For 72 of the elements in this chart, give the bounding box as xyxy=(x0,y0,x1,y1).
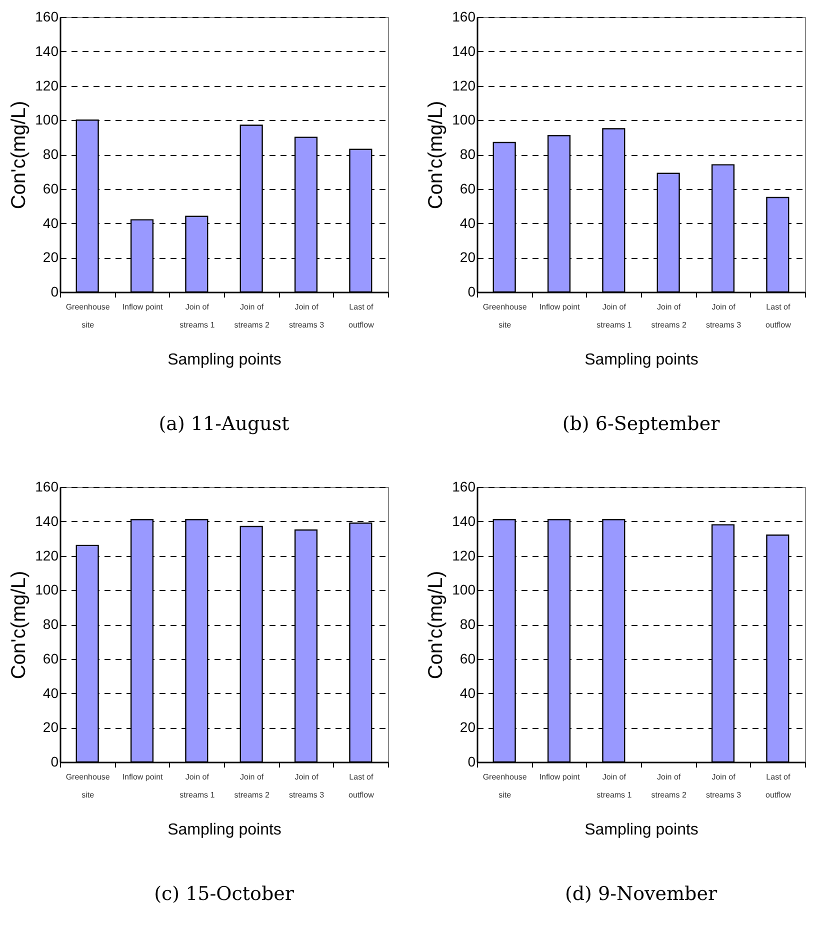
text: (a) 11-August xyxy=(158,413,290,435)
x-axis-title: Sampling points xyxy=(168,822,282,838)
x-tick-label: Join of streams 1 xyxy=(180,302,216,330)
x-tick-label: Join of streams 2 xyxy=(234,302,270,330)
x-tick-label: Last of outflow xyxy=(765,302,792,330)
x-tick-label: Join of streams 2 xyxy=(651,772,687,800)
x-tick-label: Greenhouse site xyxy=(66,302,110,330)
y-tick-label: 160 xyxy=(452,8,476,24)
y-tick-label: 0 xyxy=(468,284,476,300)
y-tick-label: 40 xyxy=(42,214,59,231)
x-tick-label: Last of outflow xyxy=(348,302,374,330)
x-tick-label: Join of streams 1 xyxy=(596,302,632,330)
y-tick-label: 100 xyxy=(452,112,476,128)
y-tick-label: 0 xyxy=(50,284,59,300)
y-tick-label: 140 xyxy=(35,42,59,59)
x-tick-label: Inflow point xyxy=(122,302,164,312)
x-tick-label: Last of outflow xyxy=(765,772,792,800)
y-tick-label: 0 xyxy=(50,754,59,770)
y-tick-label: 40 xyxy=(460,214,476,231)
y-tick-label: 160 xyxy=(452,478,476,494)
x-tick-label: Join of streams 3 xyxy=(706,772,742,800)
y-axis-title: Con'c(mg/L) xyxy=(425,570,448,680)
x-tick-label: Join of streams 2 xyxy=(651,302,687,330)
y-tick-label: 120 xyxy=(452,77,476,94)
y-tick-label: 60 xyxy=(42,180,59,196)
y-tick-label: 80 xyxy=(42,616,59,632)
y-tick-label: 140 xyxy=(452,512,476,529)
y-tick-label: 100 xyxy=(452,582,476,598)
x-tick-label: Greenhouse site xyxy=(66,772,110,800)
y-tick-label: 100 xyxy=(35,582,59,598)
x-tick-label: Join of streams 3 xyxy=(288,302,325,330)
y-tick-label: 0 xyxy=(468,754,476,770)
x-axis-title: Sampling points xyxy=(584,352,698,368)
y-tick-label: 80 xyxy=(460,146,476,162)
y-tick-label: 140 xyxy=(35,512,59,529)
x-tick-label: Join of streams 1 xyxy=(596,772,632,800)
y-tick-label: 120 xyxy=(35,77,59,94)
text: (d) 9-November xyxy=(564,883,718,905)
y-tick-label: 20 xyxy=(42,249,59,266)
x-tick-label: Last of outflow xyxy=(348,772,374,800)
y-tick-label: 80 xyxy=(42,146,59,162)
y-tick-label: 160 xyxy=(35,478,59,494)
y-tick-label: 160 xyxy=(35,8,59,24)
x-tick-label: Inflow point xyxy=(539,302,581,312)
x-tick-label: Join of streams 3 xyxy=(288,772,325,800)
y-tick-label: 40 xyxy=(460,684,476,701)
y-tick-label: 100 xyxy=(35,112,59,128)
y-tick-label: 20 xyxy=(42,719,59,736)
text: (b) 6-September xyxy=(562,413,721,435)
y-tick-label: 80 xyxy=(460,616,476,632)
x-axis-title: Sampling points xyxy=(584,822,698,838)
y-tick-label: 120 xyxy=(452,547,476,564)
y-tick-label: 40 xyxy=(42,684,59,701)
y-tick-label: 20 xyxy=(460,249,476,266)
y-axis-title: Con'c(mg/L) xyxy=(8,570,30,680)
y-axis-title: Con'c(mg/L) xyxy=(8,100,30,210)
y-tick-label: 60 xyxy=(460,180,476,196)
x-tick-label: Greenhouse site xyxy=(482,772,528,800)
x-tick-label: Join of streams 3 xyxy=(706,302,742,330)
x-tick-label: Inflow point xyxy=(122,772,164,782)
x-tick-label: Join of streams 2 xyxy=(234,772,270,800)
y-axis-title: Con'c(mg/L) xyxy=(425,100,448,210)
x-tick-label: Inflow point xyxy=(539,772,581,782)
x-tick-label: Greenhouse site xyxy=(482,302,528,330)
y-tick-label: 60 xyxy=(42,650,59,666)
x-tick-label: Join of streams 1 xyxy=(180,772,216,800)
y-tick-label: 60 xyxy=(460,650,476,666)
y-tick-label: 120 xyxy=(35,547,59,564)
y-tick-label: 140 xyxy=(452,42,476,59)
y-tick-label: 20 xyxy=(460,719,476,736)
text: (c) 15-October xyxy=(154,883,295,905)
x-axis-title: Sampling points xyxy=(168,352,282,368)
